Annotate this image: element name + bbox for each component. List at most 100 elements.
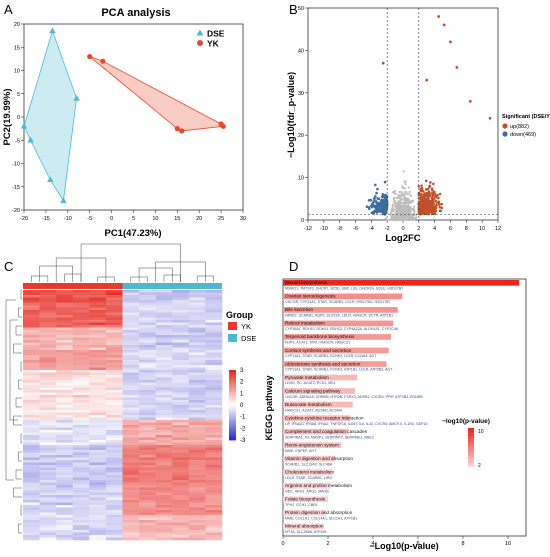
- heatmap-cell: [139, 482, 156, 486]
- heatmap-cell: [56, 327, 74, 331]
- heatmap-cell: [56, 300, 74, 303]
- heatmap-cell: [188, 295, 206, 298]
- heatmap-cell: [122, 380, 140, 383]
- heatmap-cell: [188, 325, 206, 328]
- heatmap-cell: [89, 535, 107, 538]
- volcano-point-outlier: [468, 99, 472, 103]
- heatmap-cell: [155, 292, 173, 296]
- volcano-point-ns: [402, 218, 405, 221]
- heatmap-cell: [72, 387, 90, 391]
- heatmap-cell: [72, 305, 90, 308]
- heatmap-cell: [72, 330, 90, 333]
- volcano-x-tick-label: 12: [495, 226, 501, 232]
- heatmap-cell: [122, 490, 140, 493]
- heatmap-scale-gradient-step: [229, 389, 236, 392]
- heatmap-cell: [122, 400, 140, 403]
- kegg-legend-gradient-step: [468, 434, 474, 436]
- heatmap-cell: [72, 325, 90, 328]
- volcano-point-ns: [395, 212, 398, 215]
- heatmap-cell: [172, 297, 190, 301]
- heatmap-cell: [23, 385, 40, 388]
- heatmap-cell: [172, 290, 190, 293]
- heatmap-cell: [172, 370, 190, 373]
- volcano-point-up: [424, 188, 428, 191]
- heatmap-cell: [39, 412, 57, 416]
- volcano-point-ns: [392, 210, 395, 213]
- heatmap-cell: [105, 302, 123, 306]
- volcano-point-down: [376, 205, 380, 209]
- heatmap-cell: [89, 460, 107, 463]
- heatmap-cell: [56, 467, 74, 471]
- heatmap-cell: [23, 412, 40, 416]
- heatmap-scale-gradient-step: [229, 419, 236, 422]
- heatmap-cell: [23, 377, 40, 381]
- heatmap-cell: [105, 312, 123, 316]
- heatmap-cell: [139, 517, 156, 521]
- heatmap-cell: [139, 295, 156, 298]
- heatmap-cell: [89, 330, 107, 333]
- heatmap-cell: [23, 535, 40, 538]
- kegg-pathway-label: Pyruvate metabolism: [285, 375, 329, 380]
- heatmap-cell: [39, 467, 57, 471]
- heatmap-cell: [188, 457, 206, 461]
- heatmap-cell: [205, 495, 223, 498]
- volcano-point-ns: [402, 202, 405, 205]
- heatmap-cell: [56, 415, 74, 418]
- heatmap-cell: [23, 340, 40, 343]
- heatmap-cell: [23, 387, 40, 391]
- volcano-point-up: [419, 192, 423, 196]
- kegg-legend-gradient-step: [468, 457, 474, 460]
- heatmap-cell: [89, 332, 107, 336]
- heatmap-cell: [139, 392, 156, 396]
- heatmap-cell: [205, 292, 223, 296]
- heatmap-cell: [188, 512, 206, 516]
- heatmap-cell: [56, 407, 74, 411]
- heatmap-cell: [205, 435, 223, 438]
- heatmap-cell: [139, 345, 156, 348]
- heatmap-cell: [23, 290, 40, 293]
- kegg-gene-list: CYP11A1, STAR, SCARB1, KCNK3, ATP1B1, LD…: [285, 368, 393, 372]
- heatmap-cell: [155, 535, 173, 538]
- heatmap-cell: [72, 420, 90, 423]
- volcano-point-ns: [395, 202, 399, 206]
- volcano-x-tick-label: -12: [304, 226, 312, 232]
- heatmap-cell: [23, 347, 40, 351]
- kegg-bar: [283, 320, 394, 327]
- heatmap-cell: [155, 415, 173, 418]
- volcano-point-down: [367, 206, 371, 209]
- heatmap-cell: [72, 365, 90, 368]
- heatmap-cell: [122, 450, 140, 453]
- heatmap-cell: [72, 460, 90, 463]
- heatmap-cell: [72, 390, 90, 393]
- heatmap-cell: [122, 445, 140, 448]
- heatmap-cell: [89, 475, 107, 478]
- heatmap-cell: [105, 317, 123, 321]
- heatmap-cell: [122, 465, 140, 468]
- heatmap-cell: [122, 482, 140, 486]
- heatmap-cell: [205, 477, 223, 481]
- volcano-point-up: [433, 190, 436, 194]
- heatmap-cell: [139, 407, 156, 411]
- heatmap-cell: [89, 430, 107, 433]
- heatmap-cell: [205, 322, 223, 326]
- heatmap-cell: [23, 452, 40, 456]
- volcano-point-ns: [394, 214, 397, 217]
- heatmap-cell: [172, 330, 190, 333]
- volcano-point-ns: [392, 203, 395, 207]
- kegg-gene-list: LIF, IFNA21, IFNA8, IFNA2, TNFSF18, IL6S…: [285, 422, 428, 426]
- heatmap-cell: [72, 487, 90, 491]
- heatmap-cell: [155, 370, 173, 373]
- heatmap-cell: [188, 407, 206, 411]
- kegg-gene-list: LDLR, STAR, SCARB1, LIPG: [285, 476, 332, 480]
- heatmap-cell: [39, 480, 57, 483]
- heatmap-cell: [105, 372, 123, 376]
- heatmap-cell: [89, 387, 107, 391]
- volcano-y-tick-label: 50: [298, 6, 304, 12]
- heatmap-cell: [122, 407, 140, 411]
- heatmap-cell: [188, 447, 206, 451]
- heatmap-cell: [139, 427, 156, 431]
- heatmap-cell: [89, 385, 107, 388]
- kegg-bar: [283, 307, 398, 313]
- heatmap-cell: [72, 472, 90, 476]
